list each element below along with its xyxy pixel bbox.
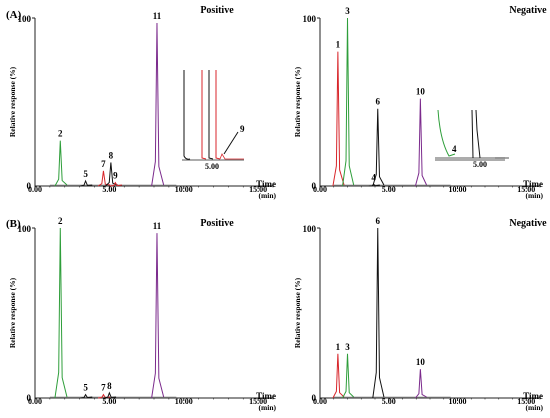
peak-label: 8 — [109, 150, 114, 160]
x-tick-label: 15.00 — [249, 185, 267, 194]
x-axis-unit: (min) — [526, 191, 544, 200]
y-tick-label: 100 — [303, 14, 317, 24]
chart-title: Negative — [509, 218, 547, 229]
chart-title: Positive — [200, 218, 234, 229]
peak-5-trace — [80, 393, 93, 399]
peak-3-trace — [342, 353, 355, 399]
peak-10-trace — [414, 98, 428, 187]
peak-3-trace — [342, 17, 355, 187]
peak-label: 5 — [83, 383, 88, 393]
peak-9-trace — [109, 181, 123, 187]
peak-label: 6 — [376, 97, 381, 107]
y-tick-label: 0 — [312, 393, 317, 403]
x-tick-label: 5.00 — [382, 185, 396, 194]
x-axis-unit: (min) — [526, 403, 544, 412]
y-tick-label: 0 — [27, 393, 32, 403]
peak-5-trace — [80, 179, 93, 187]
chart-panel-A-positive: 100 0 Relative response (%) 0.00 5.00 10.00 15… — [6, 5, 277, 200]
peak-label: 9 — [113, 171, 118, 181]
peak-11-trace — [151, 23, 165, 187]
peak-6-trace — [372, 227, 385, 399]
y-tick-label: 100 — [303, 224, 317, 234]
inset-peak-label: 9 — [240, 124, 245, 134]
peak-label: 11 — [153, 221, 162, 231]
peak-label: 1 — [336, 40, 341, 50]
x-tick-label: 0.00 — [28, 397, 42, 406]
peak-1-trace — [332, 353, 345, 399]
zoom-inset: 95.00 — [182, 70, 245, 171]
y-axis-label: Relative response (%) — [293, 66, 302, 137]
peak-label: 6 — [376, 216, 381, 226]
x-tick-label: 0.00 — [28, 185, 42, 194]
x-tick-label: 10.00 — [175, 397, 193, 406]
peak-label: 3 — [345, 6, 350, 16]
y-tick-label: 0 — [27, 181, 32, 191]
x-tick-label: 5.00 — [102, 185, 116, 194]
peak-2-trace — [54, 140, 68, 187]
panel-label: (A) — [6, 9, 22, 21]
panel-label: (B) — [6, 218, 21, 230]
peak-label: 10 — [416, 87, 426, 97]
inset-trace — [437, 109, 456, 157]
inset-pointer — [223, 131, 239, 155]
peak-label: 3 — [345, 342, 350, 352]
x-axis-unit: (min) — [259, 403, 277, 412]
peak-label: 1 — [336, 342, 341, 352]
inset-tick-label: 5.00 — [205, 162, 219, 171]
x-axis-label: Time — [256, 391, 276, 401]
x-tick-label: 15.00 — [249, 397, 267, 406]
x-axis-label: Time — [256, 179, 276, 189]
peak-label: 5 — [83, 169, 88, 179]
peak-1-trace — [332, 51, 345, 187]
x-axis-label: Time — [523, 179, 543, 189]
x-tick-label: 0.00 — [313, 397, 327, 406]
inset-trace — [475, 109, 481, 159]
inset-trace — [471, 109, 474, 159]
y-tick-label: 100 — [18, 14, 32, 24]
x-tick-label: 10.00 — [175, 185, 193, 194]
zoom-inset: 45.00 — [435, 109, 509, 169]
y-axis-label: Relative response (%) — [8, 277, 17, 348]
peak-2-trace — [54, 227, 68, 399]
x-tick-label: 15.00 — [517, 185, 535, 194]
inset-trace — [215, 70, 221, 160]
peak-label: 7 — [101, 159, 106, 169]
inset-trace — [201, 70, 207, 160]
inset-trace — [183, 70, 191, 160]
chart-title: Positive — [200, 5, 234, 16]
peak-10-trace — [415, 369, 427, 399]
x-tick-label: 15.00 — [517, 397, 535, 406]
y-axis-label: Relative response (%) — [293, 277, 302, 348]
y-tick-label: 0 — [312, 181, 317, 191]
inset-peak-label: 4 — [452, 144, 457, 154]
chart-panel-B-positive: 100 0 Relative response (%) 0.00 5.00 10.00 15… — [6, 216, 277, 412]
y-tick-label: 100 — [18, 224, 32, 234]
peak-label: 8 — [107, 381, 112, 391]
peak-label: 4 — [371, 172, 376, 182]
chart-title: Negative — [509, 5, 547, 16]
peak-label: 10 — [416, 357, 426, 367]
y-axis-label: Relative response (%) — [8, 66, 17, 137]
peak-label: 2 — [58, 216, 63, 226]
peak-label: 11 — [153, 11, 162, 21]
x-axis-unit: (min) — [259, 191, 277, 200]
x-axis-label: Time — [523, 391, 543, 401]
x-tick-label: 10.00 — [449, 185, 467, 194]
inset-trace — [219, 153, 244, 160]
x-tick-label: 5.00 — [102, 397, 116, 406]
peak-11-trace — [151, 233, 165, 399]
inset-tick-label: 5.00 — [473, 160, 487, 169]
inset-trace — [208, 70, 214, 160]
peak-label: 7 — [101, 383, 106, 393]
x-tick-label: 0.00 — [313, 185, 327, 194]
peak-label: 2 — [58, 129, 63, 139]
peak-6-trace — [372, 108, 385, 187]
x-tick-label: 5.00 — [382, 397, 396, 406]
x-tick-label: 10.00 — [449, 397, 467, 406]
peak-8-trace — [103, 391, 117, 399]
chart-panel-B-negative: 100 0 Relative response (%) 0.00 5.00 10.00 15… — [293, 216, 547, 412]
